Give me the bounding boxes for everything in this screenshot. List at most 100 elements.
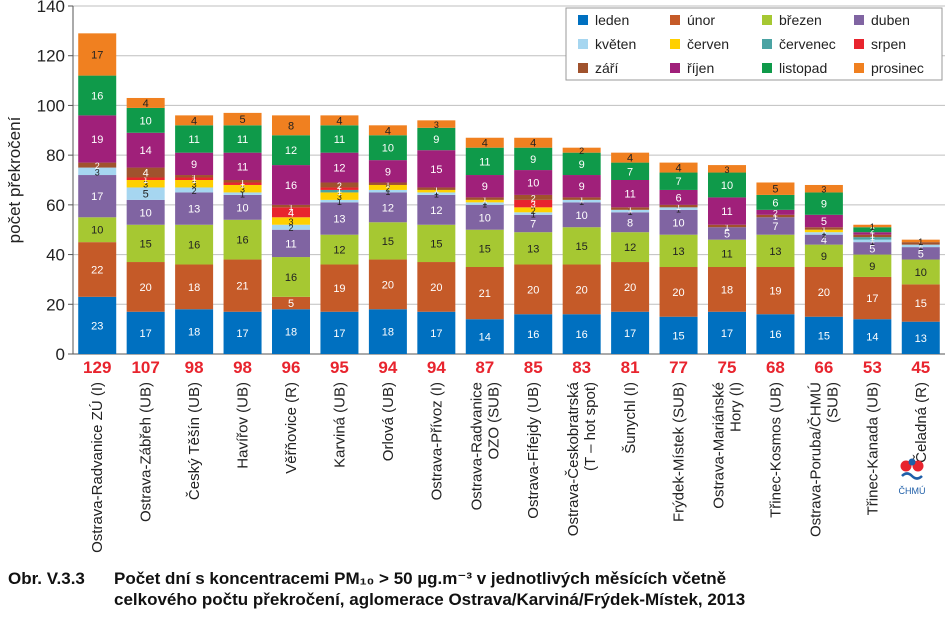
- bar-value-label: 19: [769, 286, 781, 298]
- legend-label: říjen: [687, 60, 714, 76]
- bar-value-label: 1: [821, 224, 826, 234]
- bar-segment: [804, 184, 843, 193]
- bar-value-label: 17: [721, 328, 733, 340]
- bar-value-label: 1: [870, 229, 875, 239]
- category-label: Frýdek-Místek (SUB): [671, 382, 688, 522]
- bar-segment: [659, 209, 698, 235]
- category-label-line: Ostrava-Českobratrská: [565, 381, 582, 536]
- bar-segment: [465, 319, 504, 354]
- bar-segment: [804, 267, 843, 317]
- bar-value-label: 16: [527, 329, 539, 341]
- logo-circle-top: [908, 458, 916, 466]
- bar-segment: [223, 184, 262, 193]
- bar-segment: [562, 152, 601, 176]
- bar-segment: [514, 314, 553, 354]
- bar-value-label: 17: [91, 49, 103, 61]
- bar-segment: [368, 182, 407, 185]
- legend-label: leden: [595, 12, 629, 28]
- bar-value-label: 11: [188, 134, 199, 146]
- bar-segment: [272, 229, 310, 258]
- bar-value-label: 1: [192, 175, 197, 185]
- bar-segment: [901, 244, 940, 248]
- bar-segment: [320, 152, 359, 183]
- bar-value-label: 1: [773, 212, 778, 222]
- bar-value-label: 14: [866, 332, 878, 344]
- bar-segment: [175, 224, 214, 265]
- bar-segment: [272, 204, 310, 208]
- bar-segment: [756, 182, 795, 195]
- bar-value-label: 5: [918, 248, 924, 260]
- bar-value-label: 5: [724, 228, 730, 240]
- bar-value-label: 17: [140, 328, 152, 340]
- bar-value-label: 21: [479, 288, 491, 300]
- bar-value-label: 9: [385, 166, 391, 178]
- bar-segment: [78, 217, 117, 243]
- bar-segment: [78, 33, 117, 76]
- bar-value-label: 19: [333, 283, 345, 295]
- bar-value-label: 3: [288, 217, 293, 227]
- bar-segment: [804, 234, 843, 245]
- bar-value-label: 11: [285, 238, 296, 250]
- category-label-line: Věřňovice (R): [283, 382, 300, 474]
- bar-value-label: 13: [915, 333, 927, 345]
- bar-segment: [562, 175, 601, 198]
- category-label: Čeladná (R): [913, 382, 930, 463]
- legend-label: prosinec: [871, 60, 924, 76]
- legend-label: červenec: [779, 36, 836, 52]
- bar-value-label: 3: [337, 192, 342, 202]
- bar-value-label: 5: [772, 184, 778, 196]
- bar-value-label: 14: [479, 332, 491, 344]
- legend-label: srpen: [871, 36, 906, 52]
- bar-value-label: 5: [288, 298, 294, 310]
- bar-segment: [756, 267, 795, 315]
- bar-segment: [611, 232, 650, 263]
- bar-value-label: 3: [143, 180, 148, 190]
- bar-value-label: 3: [192, 180, 197, 190]
- bar-value-label: 1: [240, 177, 245, 187]
- bar-value-label: 1: [337, 197, 342, 207]
- bar-segment: [804, 192, 843, 215]
- bar-segment: [223, 112, 262, 126]
- caption-line-1: Počet dní s koncentracemi PM₁₀ > 50 µg.m…: [114, 569, 727, 588]
- legend-label: květen: [595, 36, 636, 52]
- category-label-line: (SUB): [824, 382, 841, 423]
- bar-value-label: 15: [479, 243, 491, 255]
- bar-segment: [78, 167, 117, 176]
- bar-segment: [417, 224, 456, 263]
- bar-segment: [659, 267, 698, 317]
- bar-segment: [465, 229, 504, 267]
- bar-segment: [853, 232, 892, 235]
- bar-value-label: 2: [531, 206, 536, 216]
- bar-value-label: 11: [479, 156, 490, 168]
- bar-segment: [320, 199, 359, 203]
- bar-segment: [853, 242, 892, 255]
- bar-segment: [368, 309, 407, 354]
- bar-value-label: 7: [772, 221, 778, 233]
- bar-segment: [853, 237, 892, 240]
- bar-segment: [223, 311, 262, 354]
- bar-segment: [175, 175, 214, 178]
- bar-segment: [465, 202, 504, 205]
- bar-segment: [756, 194, 795, 210]
- legend-label: duben: [871, 12, 910, 28]
- category-label-line: Karviná (UB): [331, 382, 348, 468]
- bar-segment: [417, 187, 456, 190]
- bar-segment: [272, 115, 310, 136]
- category-label: Český Těšín (UB): [186, 382, 203, 500]
- category-label-line: Ostrava-Mariánské: [711, 382, 728, 509]
- bar-segment: [611, 209, 650, 213]
- y-axis: 0 20 40 60 80 100 120 140: [37, 0, 74, 364]
- bar-segment: [659, 316, 698, 354]
- bar-value-label: 17: [624, 328, 636, 340]
- bar-segment: [126, 199, 165, 225]
- bar-segment: [708, 239, 746, 267]
- bar-value-label: 2: [337, 181, 342, 191]
- bar-value-label: 19: [91, 134, 103, 146]
- bar-value-label: 3: [240, 185, 245, 195]
- bar-segment: [465, 137, 504, 148]
- bar-segment: [756, 234, 795, 267]
- legend-label: červen: [687, 36, 729, 52]
- bar-value-label: 5: [821, 216, 827, 228]
- bar-value-label: 4: [336, 115, 342, 127]
- bar-value-label: 13: [527, 243, 539, 255]
